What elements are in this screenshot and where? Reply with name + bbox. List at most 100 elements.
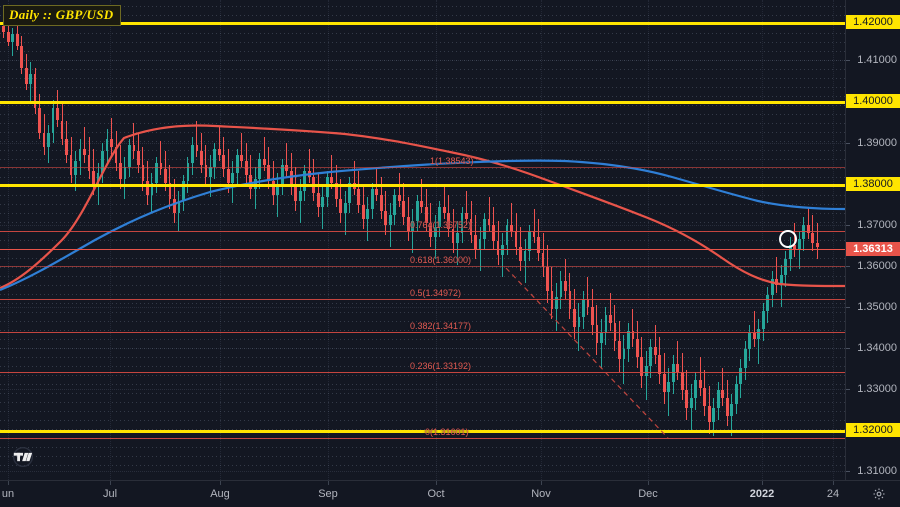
dotted-row bbox=[0, 330, 845, 331]
candle-wick bbox=[84, 126, 86, 163]
time-axis-label: Oct bbox=[427, 488, 445, 500]
time-axis-label: Dec bbox=[638, 488, 658, 500]
candle-body bbox=[96, 172, 100, 185]
candle-wick bbox=[677, 341, 679, 380]
candle-body bbox=[609, 315, 612, 324]
gear-icon[interactable] bbox=[872, 487, 886, 501]
time-axis[interactable]: un Jul Aug Sep Oct Nov Dec 2022 24 bbox=[0, 480, 900, 507]
candle-body bbox=[739, 367, 743, 384]
price-axis[interactable]: 1.42000 1.41000 1.40000 1.39000 1.38000 1.370… bbox=[845, 0, 900, 480]
candle-body bbox=[321, 196, 325, 207]
price-axis-label: 1.33000 bbox=[857, 383, 897, 395]
fib-level-line bbox=[0, 299, 845, 300]
candle-wick bbox=[353, 160, 355, 195]
candle-body bbox=[784, 259, 788, 276]
candle-body bbox=[384, 210, 388, 225]
dotted-row bbox=[0, 375, 845, 376]
key-level-line-yellow bbox=[0, 430, 845, 433]
candle-body bbox=[87, 154, 91, 171]
candle-body bbox=[330, 176, 334, 183]
candle-body bbox=[465, 212, 468, 219]
dotted-row bbox=[0, 177, 845, 178]
dotted-row bbox=[0, 285, 845, 286]
dotted-row bbox=[0, 240, 845, 241]
candle-body bbox=[123, 166, 127, 179]
dotted-row bbox=[0, 294, 845, 295]
candle-body bbox=[110, 138, 113, 147]
dotted-row bbox=[0, 447, 845, 448]
candle-body bbox=[478, 238, 482, 250]
price-axis-tick bbox=[846, 60, 850, 61]
candle-body bbox=[707, 405, 711, 422]
candle-body bbox=[752, 333, 756, 340]
candle-wick bbox=[502, 232, 504, 278]
price-axis-tick bbox=[846, 307, 850, 308]
time-axis-tick bbox=[8, 481, 9, 485]
grid-line-horizontal bbox=[0, 60, 845, 61]
dotted-row bbox=[0, 339, 845, 340]
candle-body bbox=[69, 154, 73, 175]
candle-body bbox=[119, 162, 122, 179]
candle-body bbox=[379, 194, 383, 211]
dotted-row bbox=[0, 123, 845, 124]
candle-wick bbox=[758, 319, 760, 364]
candle-body bbox=[361, 204, 365, 219]
candle-body bbox=[546, 267, 549, 292]
key-level-price-badge: 1.38000 bbox=[846, 177, 900, 191]
candle-body bbox=[357, 188, 361, 205]
dotted-row bbox=[0, 159, 845, 160]
candle-body bbox=[716, 389, 720, 408]
time-axis-label: Aug bbox=[210, 488, 230, 500]
candle-body bbox=[694, 379, 698, 398]
dotted-row bbox=[0, 357, 845, 358]
candle-wick bbox=[160, 140, 162, 175]
current-price-highlight bbox=[779, 230, 797, 248]
dotted-row bbox=[0, 96, 845, 97]
candle-wick bbox=[524, 238, 526, 284]
dotted-row bbox=[0, 60, 845, 61]
candle-body bbox=[721, 389, 725, 398]
candle-body bbox=[703, 387, 707, 406]
candle-body bbox=[294, 186, 298, 201]
grid-line-horizontal bbox=[0, 348, 845, 349]
candle-body bbox=[393, 194, 397, 215]
candle-wick bbox=[263, 136, 265, 171]
candle-body bbox=[757, 329, 761, 340]
key-level-price-badge: 1.40000 bbox=[846, 94, 900, 108]
candle-body bbox=[568, 291, 572, 310]
time-axis-tick bbox=[110, 481, 111, 485]
time-axis-tick bbox=[833, 481, 834, 485]
dotted-row bbox=[0, 132, 845, 133]
fib-level-label: 1(1.38543) bbox=[430, 156, 474, 166]
dotted-row bbox=[0, 150, 845, 151]
candle-body bbox=[662, 373, 666, 392]
fib-level-label: 0.5(1.34972) bbox=[410, 288, 462, 298]
candle-body bbox=[195, 144, 199, 151]
dotted-row bbox=[0, 6, 845, 7]
candle-body bbox=[420, 200, 424, 207]
dotted-row bbox=[0, 411, 845, 412]
candle-body bbox=[186, 162, 190, 181]
candle-wick bbox=[798, 230, 800, 270]
grid-line-horizontal bbox=[0, 307, 845, 308]
candle-body bbox=[483, 218, 486, 239]
candle-body bbox=[725, 397, 729, 416]
chart-plot-area[interactable]: 1(1.38543) 0.764(1.36752) 0.618(1.36000) 0.… bbox=[0, 0, 845, 480]
time-axis-label: Jul bbox=[102, 488, 118, 500]
fib-level-line bbox=[0, 167, 845, 168]
candle-body bbox=[564, 281, 567, 292]
candle-body bbox=[658, 355, 662, 374]
candle-body bbox=[20, 46, 23, 69]
tradingview-logo[interactable] bbox=[8, 446, 38, 468]
candle-body bbox=[33, 74, 37, 109]
candle-body bbox=[388, 214, 392, 225]
candle-body bbox=[303, 170, 307, 191]
candle-body bbox=[200, 150, 203, 165]
candle-body bbox=[586, 299, 590, 308]
price-axis-label: 1.35000 bbox=[857, 301, 897, 313]
candle-body bbox=[627, 331, 630, 350]
candle-wick bbox=[398, 172, 400, 207]
candle-wick bbox=[690, 383, 692, 432]
candle-body bbox=[775, 279, 779, 286]
candle-body bbox=[56, 108, 59, 121]
